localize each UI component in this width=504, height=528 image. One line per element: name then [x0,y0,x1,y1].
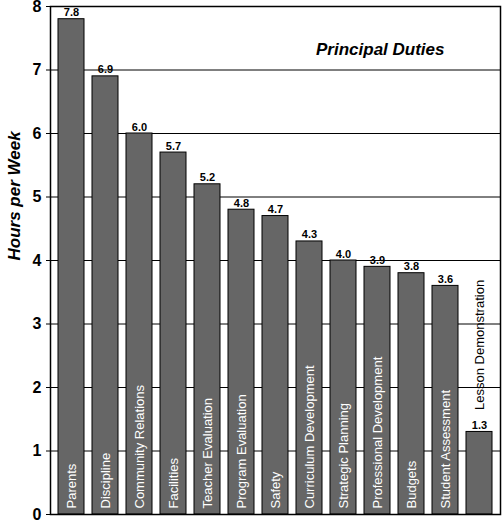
svg-text:8: 8 [33,0,42,15]
svg-text:Program Evaluation: Program Evaluation [234,394,249,508]
svg-text:6.0: 6.0 [132,121,147,133]
svg-text:Parents: Parents [64,463,79,508]
svg-text:4.3: 4.3 [302,228,317,240]
svg-text:3.8: 3.8 [404,260,419,272]
svg-text:Strategic Planning: Strategic Planning [336,403,351,509]
svg-text:Budgets: Budgets [404,460,419,508]
svg-text:4.0: 4.0 [336,248,351,260]
svg-text:3.6: 3.6 [438,273,453,285]
svg-text:1: 1 [33,442,42,459]
svg-text:5.7: 5.7 [166,140,181,152]
svg-text:Teacher Evaluation: Teacher Evaluation [200,398,215,509]
svg-text:2: 2 [33,379,42,396]
svg-text:6.9: 6.9 [98,63,113,75]
svg-text:Curriculum Development: Curriculum Development [302,365,317,508]
svg-text:Hours per Week: Hours per Week [5,130,24,261]
svg-text:Facilities: Facilities [166,457,181,508]
svg-text:4.7: 4.7 [268,203,283,215]
svg-text:5: 5 [33,188,42,205]
svg-text:6: 6 [33,125,42,142]
svg-text:Safety: Safety [268,471,283,508]
svg-text:3.9: 3.9 [370,254,385,266]
svg-text:Community Relations: Community Relations [132,384,147,508]
svg-text:Principal Duties: Principal Duties [316,40,444,59]
svg-text:4: 4 [33,252,42,269]
svg-text:Student Assessment: Student Assessment [438,390,453,509]
svg-text:4.8: 4.8 [234,197,249,209]
svg-text:0: 0 [33,506,42,523]
svg-text:Professional Development: Professional Development [370,356,385,508]
svg-text:Discipline: Discipline [98,453,113,509]
svg-text:7: 7 [33,61,42,78]
svg-text:Lesson Demonstration: Lesson Demonstration [472,280,487,410]
svg-text:1.3: 1.3 [472,419,487,431]
svg-text:7.8: 7.8 [64,6,79,18]
svg-text:3: 3 [33,315,42,332]
svg-text:5.2: 5.2 [200,171,215,183]
